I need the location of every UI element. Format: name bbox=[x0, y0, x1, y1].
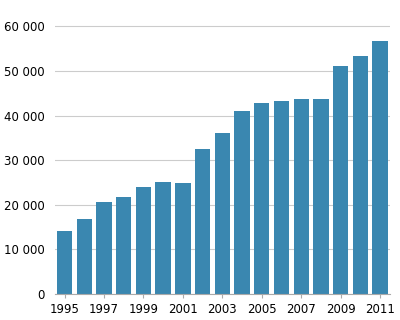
Bar bbox=[333, 66, 348, 294]
Bar bbox=[294, 99, 309, 294]
Bar bbox=[372, 41, 388, 294]
Bar bbox=[156, 181, 171, 294]
Bar bbox=[234, 111, 250, 294]
Bar bbox=[175, 183, 190, 294]
Bar bbox=[215, 133, 230, 294]
Bar bbox=[274, 101, 289, 294]
Bar bbox=[195, 148, 210, 294]
Bar bbox=[254, 103, 270, 294]
Bar bbox=[136, 187, 151, 294]
Bar bbox=[96, 202, 112, 294]
Bar bbox=[76, 219, 92, 294]
Bar bbox=[116, 197, 131, 294]
Bar bbox=[353, 56, 368, 294]
Bar bbox=[57, 230, 72, 294]
Bar bbox=[313, 99, 329, 294]
